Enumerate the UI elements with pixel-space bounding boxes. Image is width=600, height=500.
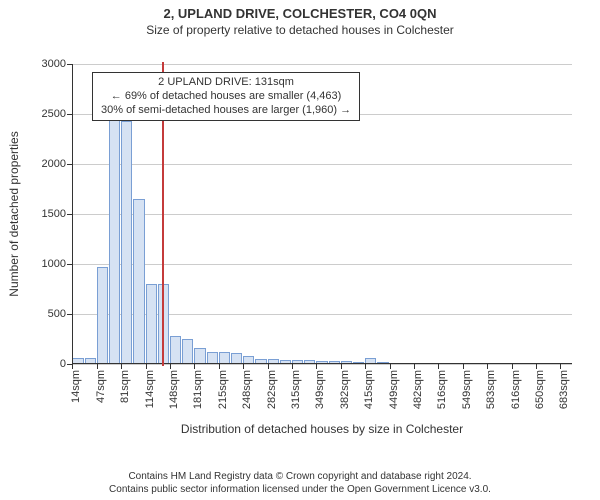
grid-line <box>72 364 572 365</box>
x-tick-mark <box>268 364 269 369</box>
x-tick-mark <box>170 364 171 369</box>
x-tick-label: 449sqm <box>388 370 400 409</box>
histogram-bar <box>109 120 120 364</box>
callout-line-2: ← 69% of detached houses are smaller (4,… <box>101 90 351 104</box>
x-tick-label: 14sqm <box>70 370 82 403</box>
histogram-bar <box>170 336 181 364</box>
x-tick-mark <box>438 364 439 369</box>
x-tick-label: 248sqm <box>241 370 253 409</box>
y-axis-line <box>72 64 73 364</box>
footer-line-2: Contains public sector information licen… <box>0 483 600 496</box>
page-supertitle: 2, UPLAND DRIVE, COLCHESTER, CO4 0QN <box>0 0 600 21</box>
x-tick-label: 616sqm <box>510 370 522 409</box>
x-tick-mark <box>512 364 513 369</box>
histogram-bar <box>146 284 157 364</box>
x-tick-label: 315sqm <box>290 370 302 409</box>
histogram-bar <box>133 199 144 364</box>
y-tick-label: 0 <box>60 358 72 370</box>
x-axis-line <box>72 363 572 364</box>
x-tick-mark <box>390 364 391 369</box>
histogram-bar <box>97 267 108 364</box>
x-tick-label: 215sqm <box>217 370 229 409</box>
x-tick-mark <box>341 364 342 369</box>
x-tick-mark <box>97 364 98 369</box>
grid-line <box>72 264 572 265</box>
y-tick-label: 1000 <box>42 258 72 270</box>
x-tick-label: 415sqm <box>363 370 375 409</box>
grid-line <box>72 214 572 215</box>
x-tick-mark <box>536 364 537 369</box>
grid-line <box>72 164 572 165</box>
x-tick-mark <box>463 364 464 369</box>
x-tick-mark <box>560 364 561 369</box>
x-tick-label: 650sqm <box>534 370 546 409</box>
x-tick-label: 81sqm <box>119 370 131 403</box>
histogram-bar <box>182 339 193 364</box>
y-tick-label: 2000 <box>42 158 72 170</box>
x-tick-mark <box>365 364 366 369</box>
page-subtitle: Size of property relative to detached ho… <box>0 21 600 37</box>
y-axis-title: Number of detached properties <box>7 131 21 296</box>
x-tick-mark <box>72 364 73 369</box>
histogram-bar <box>121 121 132 364</box>
y-tick-label: 500 <box>48 308 72 320</box>
x-tick-mark <box>316 364 317 369</box>
x-tick-mark <box>487 364 488 369</box>
x-tick-mark <box>194 364 195 369</box>
x-tick-label: 349sqm <box>314 370 326 409</box>
x-tick-mark <box>243 364 244 369</box>
x-tick-label: 516sqm <box>436 370 448 409</box>
y-tick-label: 1500 <box>42 208 72 220</box>
x-tick-mark <box>292 364 293 369</box>
x-tick-label: 47sqm <box>95 370 107 403</box>
footer-line-1: Contains HM Land Registry data © Crown c… <box>0 470 600 483</box>
attribution-footer: Contains HM Land Registry data © Crown c… <box>0 470 600 496</box>
x-tick-label: 683sqm <box>558 370 570 409</box>
x-tick-mark <box>146 364 147 369</box>
y-tick-label: 2500 <box>42 108 72 120</box>
callout-line-1: 2 UPLAND DRIVE: 131sqm <box>101 76 351 90</box>
x-tick-label: 282sqm <box>266 370 278 409</box>
x-tick-label: 382sqm <box>339 370 351 409</box>
x-tick-label: 114sqm <box>144 370 156 408</box>
x-tick-label: 482sqm <box>412 370 424 409</box>
x-tick-mark <box>414 364 415 369</box>
callout-line-3: 30% of semi-detached houses are larger (… <box>101 104 351 118</box>
x-tick-mark <box>121 364 122 369</box>
x-tick-label: 181sqm <box>192 370 204 409</box>
x-tick-label: 148sqm <box>168 370 180 409</box>
x-axis-title: Distribution of detached houses by size … <box>72 422 572 436</box>
histogram-bar <box>194 348 205 364</box>
marker-callout: 2 UPLAND DRIVE: 131sqm ← 69% of detached… <box>92 72 360 121</box>
y-tick-label: 3000 <box>42 58 72 70</box>
x-tick-label: 583sqm <box>485 370 497 409</box>
x-tick-label: 549sqm <box>461 370 473 409</box>
grid-line <box>72 64 572 65</box>
x-tick-mark <box>219 364 220 369</box>
